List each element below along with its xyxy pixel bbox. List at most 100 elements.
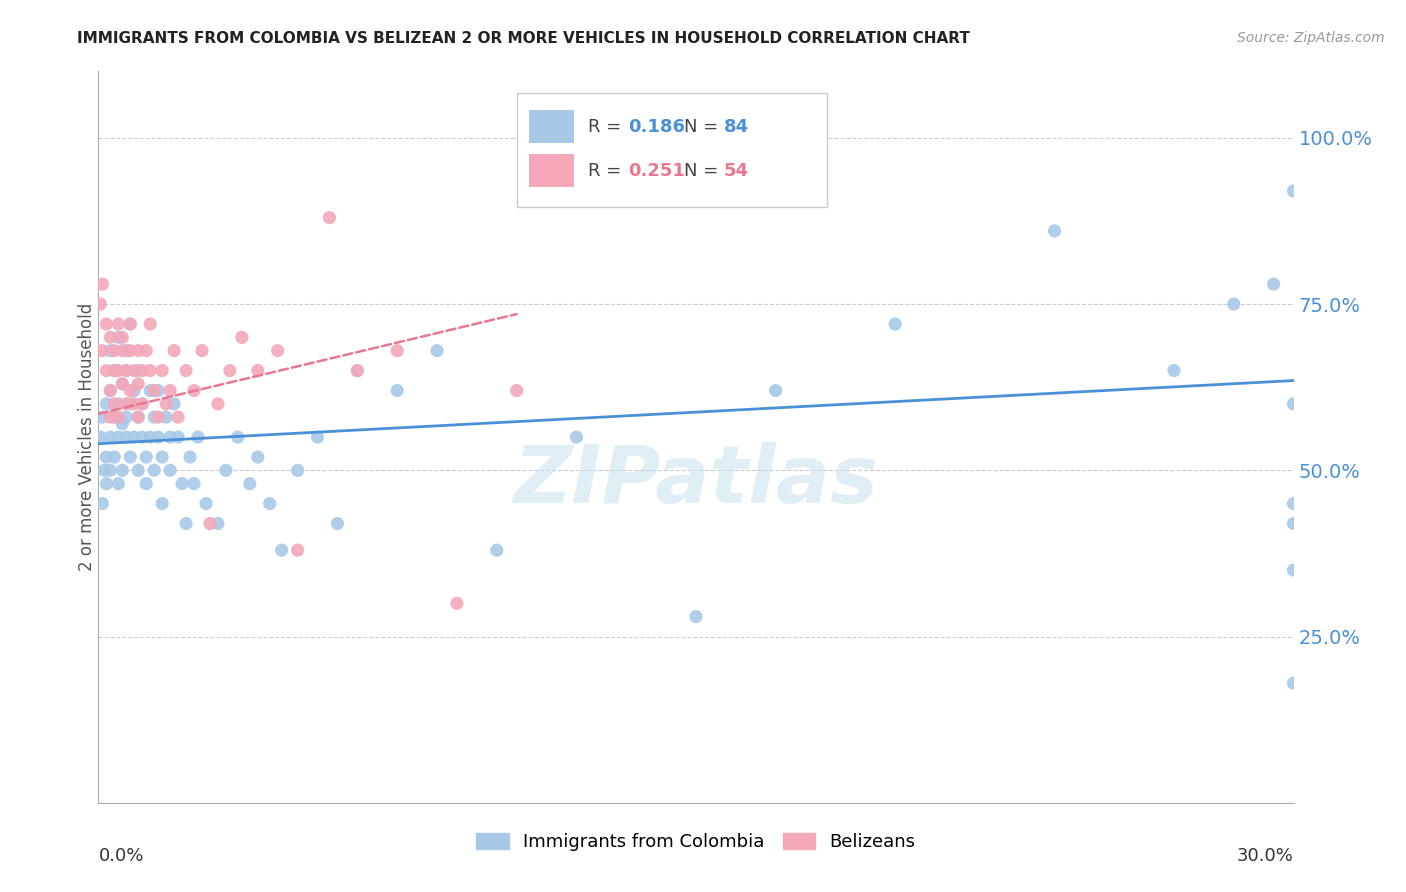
Text: 0.0%: 0.0% — [98, 847, 143, 864]
Point — [115, 430, 138, 444]
Point — [287, 543, 309, 558]
Point — [765, 384, 787, 398]
Point — [91, 277, 114, 292]
Point — [1282, 184, 1305, 198]
Point — [120, 317, 142, 331]
Point — [246, 450, 269, 464]
Text: 84: 84 — [724, 118, 748, 136]
Point — [150, 363, 173, 377]
Point — [446, 596, 468, 610]
Point — [1282, 676, 1305, 690]
Point — [103, 363, 125, 377]
Point — [148, 384, 170, 398]
Text: N =: N = — [685, 118, 724, 136]
Point — [884, 317, 907, 331]
Point — [139, 384, 162, 398]
Point — [127, 343, 149, 358]
Point — [103, 450, 125, 464]
Point — [91, 497, 114, 511]
Point — [139, 363, 162, 377]
Point — [127, 376, 149, 391]
Text: Source: ZipAtlas.com: Source: ZipAtlas.com — [1237, 31, 1385, 45]
Point — [103, 397, 125, 411]
Point — [120, 450, 142, 464]
Point — [143, 410, 166, 425]
Text: IMMIGRANTS FROM COLOMBIA VS BELIZEAN 2 OR MORE VEHICLES IN HOUSEHOLD CORRELATION: IMMIGRANTS FROM COLOMBIA VS BELIZEAN 2 O… — [77, 31, 970, 46]
Point — [172, 476, 194, 491]
Point — [98, 330, 122, 344]
Point — [89, 297, 111, 311]
Point — [139, 430, 162, 444]
Text: 0.186: 0.186 — [628, 118, 685, 136]
Point — [107, 317, 129, 331]
Point — [107, 476, 129, 491]
Point — [174, 363, 197, 377]
Point — [267, 343, 290, 358]
Point — [167, 430, 190, 444]
Point — [111, 330, 134, 344]
Point — [187, 430, 209, 444]
Point — [685, 609, 707, 624]
Point — [131, 397, 153, 411]
Text: ZIPatlas: ZIPatlas — [513, 442, 879, 520]
Point — [1043, 224, 1066, 238]
Point — [1282, 397, 1305, 411]
Point — [385, 384, 409, 398]
Point — [150, 497, 173, 511]
Point — [98, 463, 122, 477]
Point — [96, 476, 118, 491]
Point — [150, 450, 173, 464]
FancyBboxPatch shape — [529, 154, 574, 187]
Point — [287, 463, 309, 477]
FancyBboxPatch shape — [517, 94, 827, 207]
Point — [183, 476, 205, 491]
Point — [124, 384, 146, 398]
Point — [107, 397, 129, 411]
Point — [96, 363, 118, 377]
Point — [207, 397, 229, 411]
Point — [89, 430, 111, 444]
Text: R =: R = — [589, 161, 627, 180]
Point — [131, 397, 153, 411]
Point — [135, 450, 157, 464]
Text: N =: N = — [685, 161, 724, 180]
Point — [135, 476, 157, 491]
Point — [93, 463, 115, 477]
Point — [426, 343, 449, 358]
Point — [346, 363, 368, 377]
Point — [385, 343, 409, 358]
Point — [120, 343, 142, 358]
Point — [111, 417, 134, 431]
Point — [103, 363, 125, 377]
Point — [155, 397, 177, 411]
Point — [96, 317, 118, 331]
Point — [219, 363, 242, 377]
Point — [120, 397, 142, 411]
Point — [1263, 277, 1285, 292]
Point — [131, 363, 153, 377]
Point — [127, 463, 149, 477]
Point — [103, 343, 125, 358]
Point — [1282, 563, 1305, 577]
Point — [115, 410, 138, 425]
Point — [326, 516, 349, 531]
Point — [159, 463, 181, 477]
Point — [111, 463, 134, 477]
Point — [98, 384, 122, 398]
Point — [159, 430, 181, 444]
Point — [148, 410, 170, 425]
Point — [318, 211, 340, 225]
Point — [246, 363, 269, 377]
Point — [207, 516, 229, 531]
Point — [215, 463, 238, 477]
Point — [259, 497, 281, 511]
Point — [91, 343, 114, 358]
Point — [159, 384, 181, 398]
Point — [1282, 516, 1305, 531]
Point — [1282, 497, 1305, 511]
Point — [191, 343, 214, 358]
Text: 30.0%: 30.0% — [1237, 847, 1294, 864]
Point — [148, 430, 170, 444]
Point — [111, 376, 134, 391]
Point — [96, 450, 118, 464]
